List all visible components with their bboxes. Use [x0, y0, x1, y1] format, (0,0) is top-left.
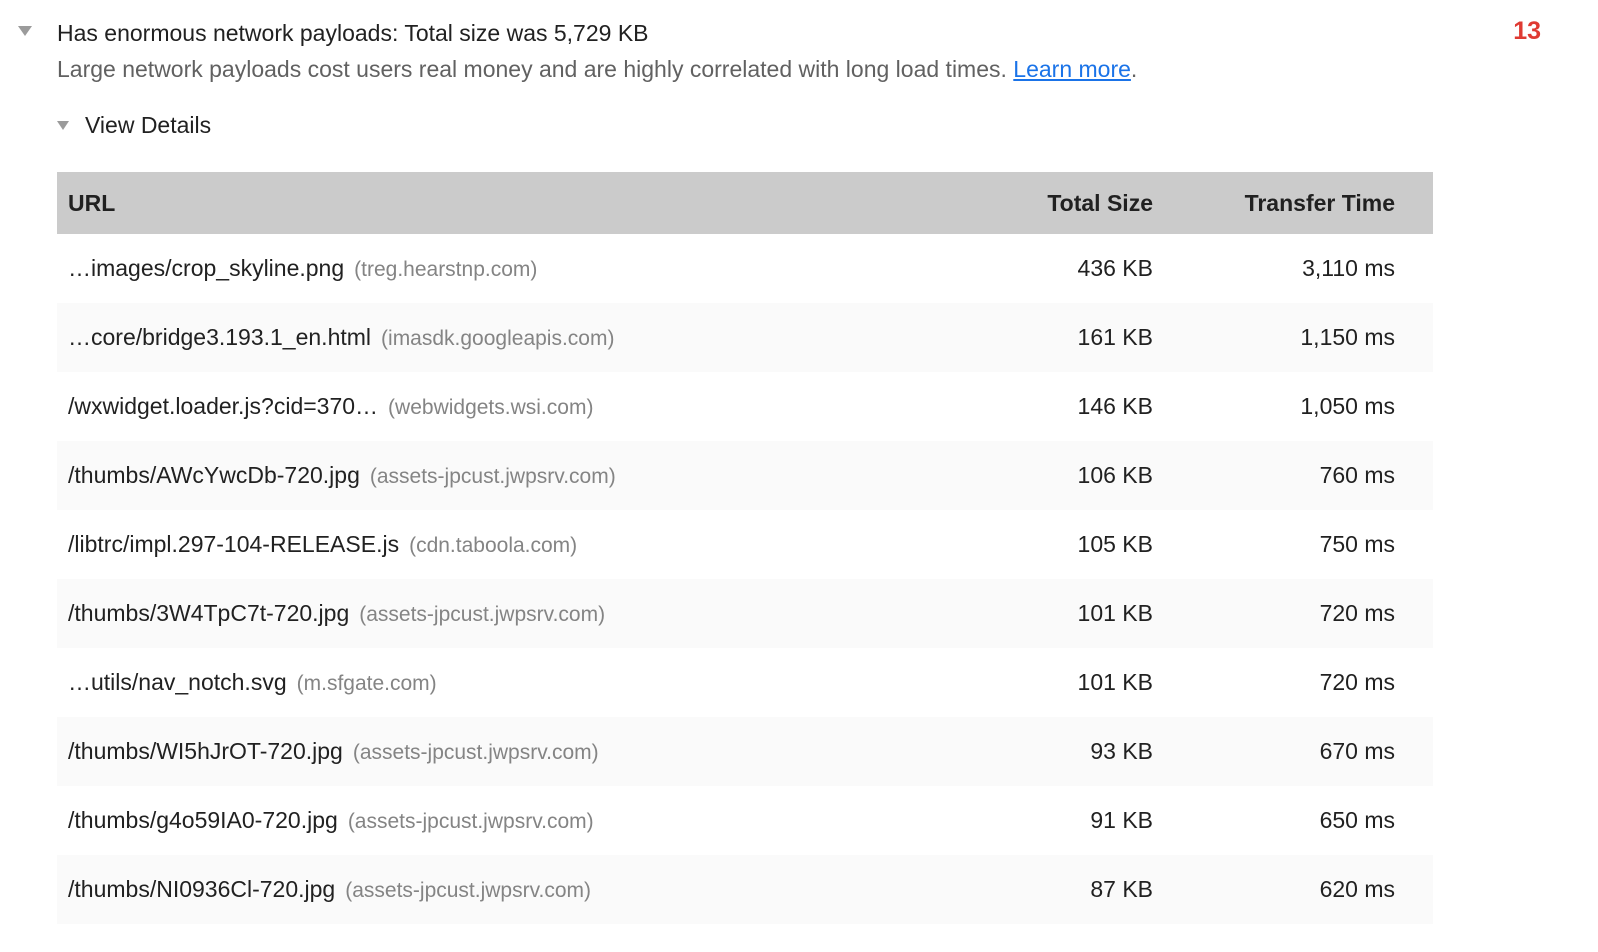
row-transfer-time: 1,050 ms — [1300, 393, 1395, 419]
url-cell: /thumbs/WI5hJrOT-720.jpg (assets-jpcust.… — [68, 738, 953, 765]
row-total-size: 101 KB — [1077, 669, 1153, 695]
table-row[interactable]: …images/crop_skyline.png (treg.hearstnp.… — [57, 234, 1433, 303]
row-total-size: 91 KB — [1090, 807, 1153, 833]
row-url: …images/crop_skyline.png — [68, 255, 345, 281]
column-header-total-size: Total Size — [1047, 189, 1153, 216]
url-cell: /libtrc/impl.297-104-RELEASE.js (cdn.tab… — [68, 531, 953, 558]
row-transfer-time: 1,150 ms — [1300, 324, 1395, 350]
row-url: /thumbs/NI0936Cl-720.jpg — [68, 876, 336, 902]
row-host: (treg.hearstnp.com) — [354, 258, 538, 281]
row-total-size: 105 KB — [1077, 531, 1153, 557]
learn-more-link[interactable]: Learn more — [1013, 56, 1131, 82]
view-details-expand-icon — [57, 121, 69, 130]
table-row[interactable]: …core/bridge3.193.1_en.html (imasdk.goog… — [57, 303, 1433, 372]
table-row[interactable]: /thumbs/AWcYwcDb-720.jpg (assets-jpcust.… — [57, 441, 1433, 510]
row-total-size: 93 KB — [1090, 738, 1153, 764]
table-row[interactable]: …utils/nav_notch.svg (m.sfgate.com) 101 … — [57, 648, 1433, 717]
row-host: (assets-jpcust.jwpsrv.com) — [359, 603, 606, 626]
row-host: (cdn.taboola.com) — [409, 534, 578, 557]
table-body: …images/crop_skyline.png (treg.hearstnp.… — [57, 234, 1433, 924]
table-header-row: URL Total Size Transfer Time — [57, 172, 1433, 234]
row-transfer-time: 670 ms — [1319, 738, 1395, 764]
url-cell: /thumbs/g4o59IA0-720.jpg (assets-jpcust.… — [68, 807, 953, 834]
row-url: /thumbs/g4o59IA0-720.jpg — [68, 807, 338, 833]
row-host: (assets-jpcust.jwpsrv.com) — [369, 465, 616, 488]
row-host: (assets-jpcust.jwpsrv.com) — [345, 879, 592, 902]
audit-title: Has enormous network payloads: Total siz… — [57, 20, 649, 46]
payloads-table: URL Total Size Transfer Time …images/cro… — [57, 172, 1433, 924]
row-total-size: 436 KB — [1077, 255, 1153, 281]
row-transfer-time: 650 ms — [1319, 807, 1395, 833]
row-total-size: 146 KB — [1077, 393, 1153, 419]
table-row[interactable]: /wxwidget.loader.js?cid=370… (webwidgets… — [57, 372, 1433, 441]
row-host: (assets-jpcust.jwpsrv.com) — [352, 741, 599, 764]
table-row[interactable]: /thumbs/g4o59IA0-720.jpg (assets-jpcust.… — [57, 786, 1433, 855]
row-transfer-time: 750 ms — [1319, 531, 1395, 557]
table-row[interactable]: /thumbs/NI0936Cl-720.jpg (assets-jpcust.… — [57, 855, 1433, 924]
url-cell: …utils/nav_notch.svg (m.sfgate.com) — [68, 669, 953, 696]
row-total-size: 87 KB — [1090, 876, 1153, 902]
row-total-size: 161 KB — [1077, 324, 1153, 350]
table-row[interactable]: /thumbs/WI5hJrOT-720.jpg (assets-jpcust.… — [57, 717, 1433, 786]
row-host: (imasdk.googleapis.com) — [381, 327, 615, 350]
row-host: (assets-jpcust.jwpsrv.com) — [347, 810, 594, 833]
row-transfer-time: 720 ms — [1319, 669, 1395, 695]
row-total-size: 101 KB — [1077, 600, 1153, 626]
row-url: …core/bridge3.193.1_en.html — [68, 324, 372, 350]
url-cell: /thumbs/3W4TpC7t-720.jpg (assets-jpcust.… — [68, 600, 953, 627]
description-period: . — [1130, 56, 1138, 82]
row-transfer-time: 620 ms — [1319, 876, 1395, 902]
table-row[interactable]: /libtrc/impl.297-104-RELEASE.js (cdn.tab… — [57, 510, 1433, 579]
view-details-label: View Details — [85, 112, 212, 138]
url-cell: /thumbs/NI0936Cl-720.jpg (assets-jpcust.… — [68, 876, 953, 903]
row-url: /thumbs/AWcYwcDb-720.jpg — [68, 462, 360, 488]
audit-expand-icon[interactable] — [18, 26, 32, 36]
row-host: (m.sfgate.com) — [296, 672, 437, 695]
audit-description: Large network payloads cost users real m… — [57, 56, 1007, 82]
url-cell: …images/crop_skyline.png (treg.hearstnp.… — [68, 255, 953, 282]
row-transfer-time: 720 ms — [1319, 600, 1395, 626]
row-url: /thumbs/WI5hJrOT-720.jpg — [68, 738, 343, 764]
url-cell: /wxwidget.loader.js?cid=370… (webwidgets… — [68, 393, 953, 420]
row-transfer-time: 3,110 ms — [1302, 255, 1395, 281]
row-total-size: 106 KB — [1077, 462, 1153, 488]
row-url: /wxwidget.loader.js?cid=370… — [68, 393, 379, 419]
row-transfer-time: 760 ms — [1319, 462, 1395, 488]
row-url: …utils/nav_notch.svg — [68, 669, 287, 695]
row-url: /libtrc/impl.297-104-RELEASE.js — [68, 531, 400, 557]
column-header-transfer-time: Transfer Time — [1244, 189, 1395, 216]
row-url: /thumbs/3W4TpC7t-720.jpg — [68, 600, 350, 626]
url-cell: /thumbs/AWcYwcDb-720.jpg (assets-jpcust.… — [68, 462, 953, 489]
audit-description-line: Large network payloads cost users real m… — [57, 54, 1137, 84]
url-cell: …core/bridge3.193.1_en.html (imasdk.goog… — [68, 324, 953, 351]
column-header-url: URL — [68, 189, 116, 216]
row-host: (webwidgets.wsi.com) — [388, 396, 594, 419]
table-row[interactable]: /thumbs/3W4TpC7t-720.jpg (assets-jpcust.… — [57, 579, 1433, 648]
view-details-toggle[interactable]: View Details — [57, 112, 211, 139]
audit-count-badge: 13 — [1513, 17, 1541, 45]
